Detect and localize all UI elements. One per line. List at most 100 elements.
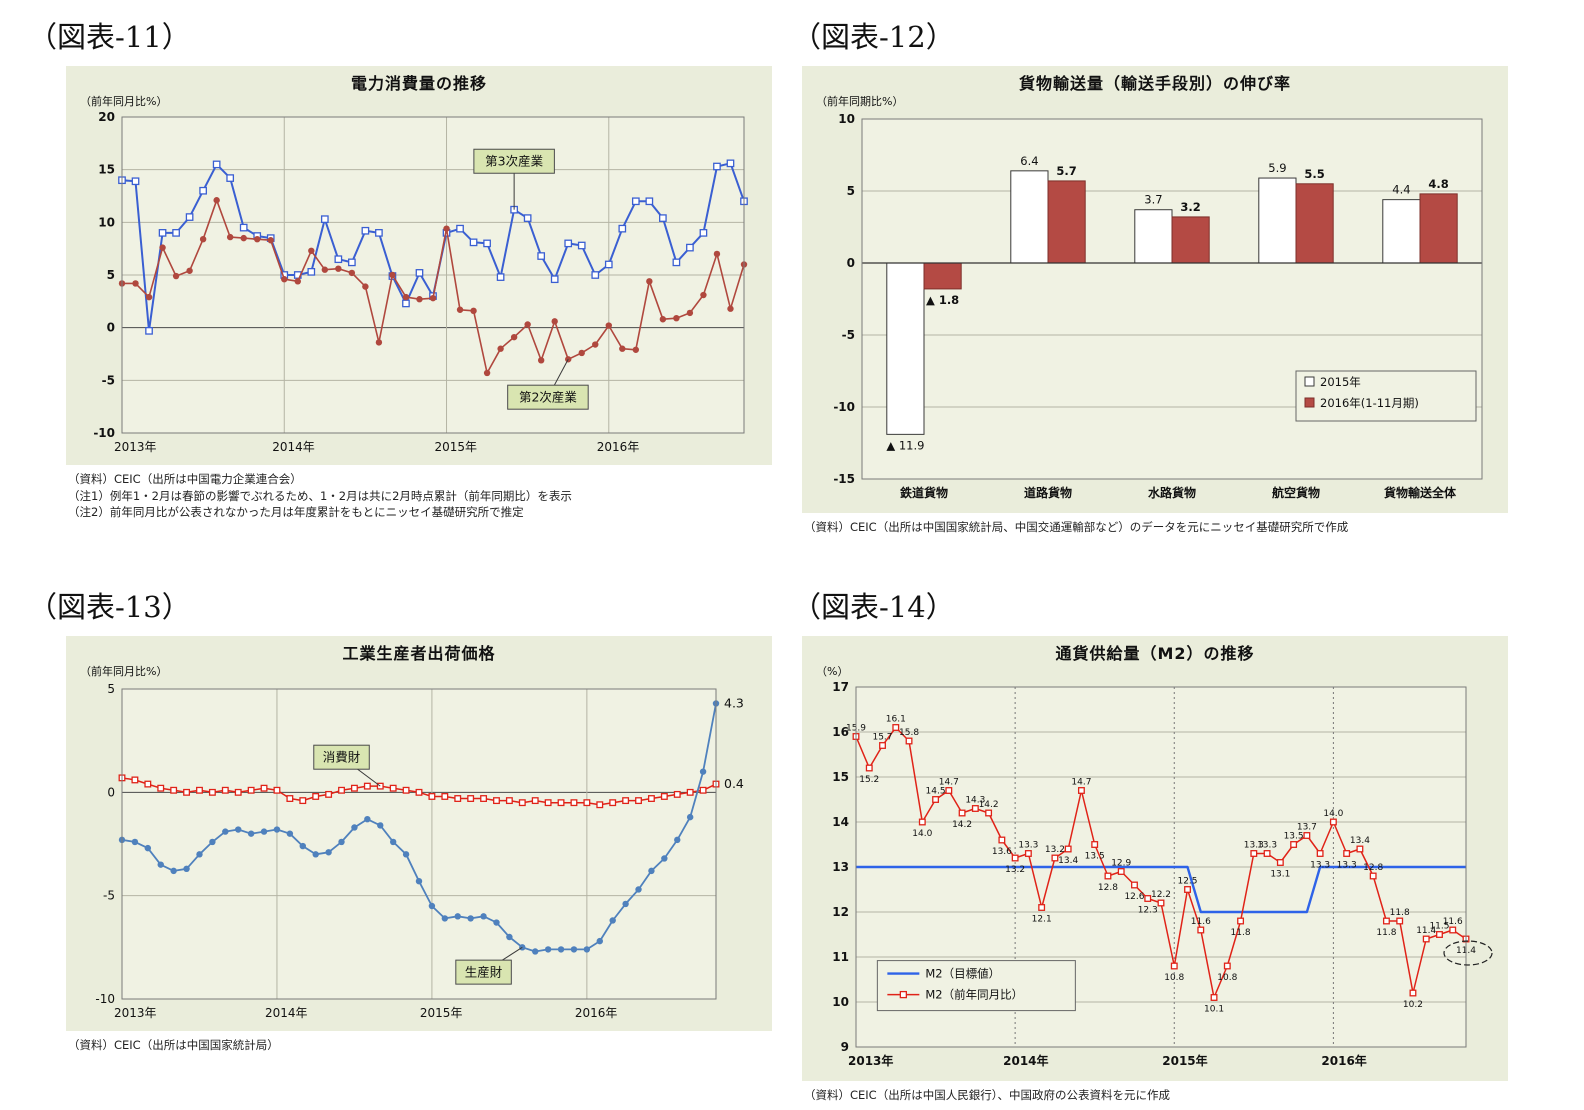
- svg-text:15: 15: [98, 163, 115, 177]
- svg-text:12.1: 12.1: [1032, 915, 1052, 925]
- freight-transport-bar-chart: 10 5 0 -5 -10 -15 鉄道貨物 ▲ 11.9 ▲ 1.8 道路貨物 6.4 5.7 水路貨…: [833, 112, 1483, 500]
- svg-text:13.6: 13.6: [992, 847, 1012, 857]
- svg-text:14.5: 14.5: [926, 787, 946, 797]
- svg-text:11.8: 11.8: [1376, 928, 1396, 938]
- figure-13: （図表-13） 工業生産者出荷価格 （前年同月比%） 5 0 -5 -10 2013年 2…: [28, 582, 792, 1110]
- svg-text:12.8: 12.8: [1098, 883, 1118, 893]
- svg-text:道路貨物: 道路貨物: [1024, 485, 1072, 500]
- svg-text:10.1: 10.1: [1204, 1005, 1224, 1015]
- svg-text:16.1: 16.1: [886, 715, 906, 725]
- svg-text:-15: -15: [833, 472, 855, 486]
- figure-12-caption: （図表-12）: [792, 20, 955, 54]
- svg-text:M2（目標値）: M2（目標値）: [925, 967, 1000, 981]
- svg-text:4.3: 4.3: [724, 695, 744, 710]
- svg-text:2015年: 2015年: [435, 440, 478, 454]
- svg-text:13.3: 13.3: [1337, 861, 1357, 871]
- svg-text:13.1: 13.1: [1270, 870, 1290, 880]
- footnote-source: （資料）CEIC（出所は中国電力企業連合会）: [68, 472, 302, 486]
- svg-text:2016年(1-11月期): 2016年(1-11月期): [1320, 396, 1419, 410]
- svg-text:10.8: 10.8: [1164, 973, 1184, 983]
- svg-text:6.4: 6.4: [1020, 154, 1038, 168]
- figure-12: （図表-12） 貨物輸送量（輸送手段別）の伸び率 （前年同期比%） 10 5 0 -5…: [792, 12, 1556, 568]
- svg-text:M2（前年同月比）: M2（前年同月比）: [925, 988, 1023, 1002]
- svg-text:2013年: 2013年: [114, 440, 157, 454]
- figure-13-chart-card: 工業生産者出荷価格 （前年同月比%） 5 0 -5 -10 2013年 2014年 2015…: [66, 636, 772, 1031]
- footnote-note2: （注2）前年同月比が公表されなかった月は年度累計をもとにニッセイ基礎研究所で推定: [68, 505, 524, 520]
- svg-text:貨物輸送全体: 貨物輸送全体: [1384, 485, 1457, 500]
- svg-text:15.2: 15.2: [859, 775, 879, 785]
- svg-text:11.8: 11.8: [1231, 928, 1251, 938]
- svg-text:13.2: 13.2: [1005, 865, 1025, 875]
- svg-text:12.5: 12.5: [1177, 877, 1197, 887]
- svg-text:13.7: 13.7: [1297, 823, 1317, 833]
- svg-text:10: 10: [838, 112, 855, 126]
- svg-text:▲ 11.9: ▲ 11.9: [886, 438, 924, 452]
- svg-text:2015年: 2015年: [1162, 1053, 1207, 1068]
- figure-13-caption: （図表-13）: [28, 590, 191, 624]
- svg-text:14.2: 14.2: [979, 800, 999, 810]
- figure-12-footnotes: （資料）CEIC（出所は中国国家統計局、中国交通運輸部など）のデータを元にニッセ…: [804, 519, 1556, 536]
- svg-text:20: 20: [98, 110, 115, 124]
- svg-text:3.2: 3.2: [1180, 200, 1200, 214]
- svg-text:10: 10: [98, 215, 115, 229]
- svg-text:11.4: 11.4: [1416, 926, 1436, 936]
- footnote-note1: （注1）例年1・2月は春節の影響でぶれるため、1・2月は共に2月時点累計（前年同…: [68, 488, 572, 503]
- svg-text:14: 14: [832, 815, 849, 829]
- svg-text:15.8: 15.8: [899, 728, 919, 738]
- figure-13-chart-title: 工業生産者出荷価格: [342, 644, 496, 663]
- figure-11-caption: （図表-11）: [28, 20, 191, 54]
- svg-text:鉄道貨物: 鉄道貨物: [900, 485, 948, 500]
- svg-text:2016年: 2016年: [1321, 1053, 1366, 1068]
- footnote-source: （資料）CEIC（出所は中国国家統計局、中国交通運輸部など）のデータを元にニッセ…: [804, 520, 1349, 534]
- svg-text:5.5: 5.5: [1304, 167, 1324, 181]
- svg-text:5: 5: [107, 682, 115, 696]
- svg-text:-10: -10: [95, 992, 115, 1006]
- svg-text:0: 0: [107, 321, 115, 335]
- figure-14: （図表-14） 通貨供給量（M2）の推移 （%） 17 16 15 14 13 12 11 1…: [792, 582, 1556, 1110]
- figure-13-y-axis-unit: （前年同月比%）: [80, 665, 168, 678]
- svg-text:▲ 1.8: ▲ 1.8: [926, 293, 959, 307]
- svg-text:-5: -5: [842, 328, 855, 342]
- svg-text:生産財: 生産財: [465, 965, 503, 980]
- svg-text:-10: -10: [833, 400, 855, 414]
- svg-text:11.6: 11.6: [1191, 917, 1211, 927]
- svg-text:2015年: 2015年: [420, 1006, 463, 1020]
- svg-text:-5: -5: [102, 373, 115, 387]
- figure-12-y-axis-unit: （前年同期比%）: [816, 95, 904, 108]
- svg-text:消費財: 消費財: [323, 750, 361, 765]
- figure-11-chart-card: 電力消費量の推移 （前年同月比%） 20 15 10 5 0 -5 -10 2013年 2014…: [66, 66, 772, 465]
- svg-text:10.8: 10.8: [1217, 973, 1237, 983]
- svg-text:0: 0: [107, 785, 115, 799]
- svg-text:-10: -10: [93, 426, 115, 440]
- svg-text:11.6: 11.6: [1443, 917, 1463, 927]
- svg-text:0: 0: [847, 256, 855, 270]
- svg-text:-5: -5: [103, 889, 115, 903]
- svg-text:12.8: 12.8: [1363, 863, 1383, 873]
- svg-text:14.7: 14.7: [1071, 778, 1091, 788]
- footnote-source: （資料）CEIC（出所は中国人民銀行）、中国政府の公表資料を元に作成: [804, 1088, 1170, 1102]
- svg-text:9: 9: [841, 1040, 849, 1054]
- svg-text:16: 16: [832, 725, 849, 739]
- svg-text:2014年: 2014年: [265, 1006, 308, 1020]
- svg-text:13.5: 13.5: [1284, 832, 1304, 842]
- figure-14-chart-card: 通貨供給量（M2）の推移 （%） 17 16 15 14 13 12 11 10 9 2013年 2…: [802, 636, 1508, 1081]
- figure-11-y-axis-unit: （前年同月比%）: [80, 95, 168, 108]
- svg-text:13.3: 13.3: [1018, 841, 1038, 851]
- svg-text:12.3: 12.3: [1138, 906, 1158, 916]
- svg-text:10.2: 10.2: [1403, 1000, 1423, 1010]
- figure-11: （図表-11） 電力消費量の推移 （前年同月比%） 20 15 10 5 0 -5 -10 2…: [28, 12, 792, 568]
- svg-text:12.9: 12.9: [1111, 859, 1131, 869]
- svg-text:航空貨物: 航空貨物: [1272, 485, 1320, 500]
- figure-11-footnotes: （資料）CEIC（出所は中国電力企業連合会） （注1）例年1・2月は春節の影響で…: [68, 471, 792, 521]
- svg-text:11.5: 11.5: [1429, 922, 1449, 932]
- figure-14-footnotes: （資料）CEIC（出所は中国人民銀行）、中国政府の公表資料を元に作成: [804, 1087, 1556, 1104]
- svg-text:2014年: 2014年: [1003, 1053, 1048, 1068]
- svg-text:11: 11: [832, 950, 849, 964]
- svg-text:4.8: 4.8: [1428, 177, 1448, 191]
- svg-text:13: 13: [832, 860, 849, 874]
- svg-text:15.7: 15.7: [872, 733, 892, 743]
